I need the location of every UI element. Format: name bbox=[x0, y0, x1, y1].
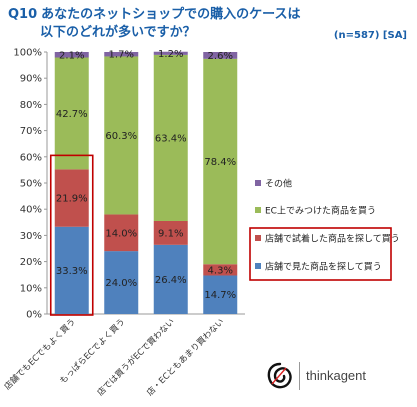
data-label: 2.1% bbox=[59, 50, 84, 61]
y-tick-label: 20% bbox=[20, 257, 42, 268]
bar-segment bbox=[203, 264, 238, 276]
highlight-box-legend bbox=[249, 227, 392, 281]
data-label: 14.7% bbox=[204, 290, 236, 301]
legend-swatch bbox=[255, 180, 261, 186]
y-tick-label: 50% bbox=[20, 179, 42, 190]
y-tick-label: 10% bbox=[20, 283, 42, 294]
bar-segment bbox=[54, 169, 89, 227]
bar-segment bbox=[203, 52, 238, 59]
y-tick-label: 90% bbox=[20, 74, 42, 85]
bar-segment bbox=[104, 52, 139, 57]
y-tick-label: 70% bbox=[20, 126, 42, 137]
legend-swatch bbox=[255, 263, 261, 269]
data-label: 26.4% bbox=[155, 275, 187, 286]
data-label: 24.0% bbox=[105, 278, 137, 289]
bar-segment bbox=[54, 226, 89, 314]
legend-label: 店舗で見た商品を探して買う bbox=[265, 261, 382, 273]
data-label: 78.4% bbox=[204, 157, 236, 168]
y-tick-label: 0% bbox=[26, 310, 42, 321]
thinkagent-logo-icon bbox=[267, 362, 292, 389]
data-label: 1.7% bbox=[109, 50, 134, 61]
category-label: 店では買うがECで買わない bbox=[95, 316, 177, 398]
legend-label: EC上でみつけた商品を買う bbox=[265, 205, 376, 217]
bar-segment bbox=[54, 52, 89, 58]
bar-segment bbox=[153, 51, 188, 55]
bar-segment bbox=[203, 58, 238, 265]
brand-name: thinkagent bbox=[306, 368, 366, 383]
data-label: 60.3% bbox=[105, 131, 137, 142]
y-tick-label: 100% bbox=[13, 48, 42, 59]
data-label: 9.1% bbox=[158, 228, 183, 239]
highlight-box-bar bbox=[49, 154, 94, 316]
bar-segment bbox=[104, 56, 139, 215]
legend-swatch bbox=[255, 207, 261, 213]
bar-segment bbox=[203, 275, 238, 314]
legend-label: 店舗で試着した商品を探して買う bbox=[265, 233, 400, 245]
title-line-2: 以下のどれが多いですか？ bbox=[40, 25, 196, 40]
bar-segment bbox=[104, 251, 139, 314]
data-label: 33.3% bbox=[56, 266, 88, 277]
sample-size-label: (n=587) [SA] bbox=[333, 30, 407, 41]
data-label: 4.3% bbox=[208, 265, 233, 276]
data-label: 14.0% bbox=[105, 228, 137, 239]
bar-segment bbox=[104, 214, 139, 252]
legend-label: その他 bbox=[265, 178, 292, 190]
y-tick-label: 80% bbox=[20, 100, 42, 111]
bar-segment bbox=[153, 54, 188, 221]
y-tick-label: 60% bbox=[20, 152, 42, 163]
title-line-1: あなたのネットショップでの購入のケースは bbox=[41, 7, 301, 22]
data-label: 63.4% bbox=[155, 133, 187, 144]
y-tick-label: 40% bbox=[20, 205, 42, 216]
y-tick-label: 30% bbox=[20, 231, 42, 242]
data-label: 42.7% bbox=[56, 109, 88, 120]
bar-segment bbox=[153, 244, 188, 314]
chart-title: Q10 あなたのネットショップでの購入のケースは 以下のどれが多いですか？ bbox=[8, 6, 308, 42]
brand-divider bbox=[299, 362, 300, 390]
data-label: 1.2% bbox=[158, 49, 183, 60]
question-number: Q10 bbox=[8, 7, 38, 22]
data-label: 21.9% bbox=[56, 194, 88, 205]
bar-segment bbox=[153, 220, 188, 245]
data-label: 2.6% bbox=[208, 51, 233, 62]
bar-segment bbox=[54, 57, 89, 170]
legend-swatch bbox=[255, 235, 261, 241]
category-label: 店・ECともあまり買わない bbox=[144, 316, 226, 398]
